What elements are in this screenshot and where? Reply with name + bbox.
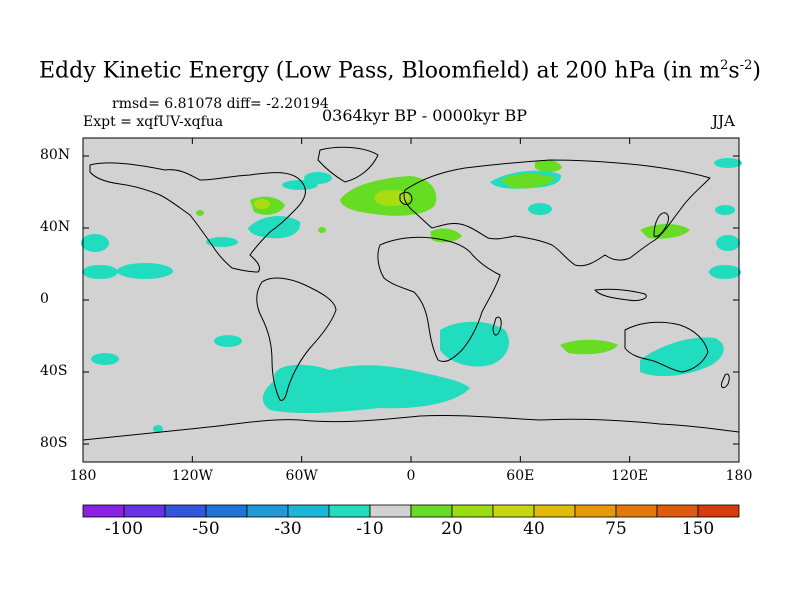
coastline-greenland: [317, 146, 379, 183]
period-label: 0364kyr BP - 0000kyr BP: [322, 106, 527, 125]
coastline-eurasia: [403, 159, 711, 267]
colorbar-box: [451, 504, 494, 518]
colorbar-box: [615, 504, 658, 518]
colorbar-label: -50: [192, 519, 220, 539]
negative-anomaly-regions: [81, 158, 742, 433]
colorbar-box: [82, 504, 125, 518]
colorbar-label: 150: [681, 519, 715, 539]
lon-label: 120E: [611, 468, 649, 484]
colorbar-box: [369, 504, 412, 518]
lon-label: 60E: [506, 468, 535, 484]
colorbar-box: [697, 504, 740, 518]
colorbar-label: 20: [441, 519, 463, 539]
colorbar-label: 75: [605, 519, 627, 539]
lon-label: 60W: [285, 468, 318, 484]
lon-label: 120W: [171, 468, 213, 484]
title-exponent-1: 2: [720, 58, 729, 73]
map-title: Eddy Kinetic Energy (Low Pass, Bloomfiel…: [0, 58, 800, 83]
colorbar-box: [328, 504, 371, 518]
coastline-new-zealand: [721, 373, 730, 389]
lon-label: 180: [725, 468, 753, 484]
title-close: ): [752, 58, 761, 84]
coastline-madagascar: [492, 316, 502, 336]
colorbar-label: -10: [356, 519, 384, 539]
colorbar-box: [410, 504, 453, 518]
lat-label: 80S: [40, 435, 68, 451]
coastline-uk: [399, 191, 413, 205]
colorbar-box: [574, 504, 617, 518]
experiment-label: Expt = xqfUV-xqfua: [83, 114, 224, 130]
coastline-africa: [377, 236, 501, 363]
coastline-indonesia: [594, 288, 647, 301]
coastline-north-america: [89, 162, 306, 273]
colorbar-box: [123, 504, 166, 518]
colorbar-label: -100: [104, 519, 144, 539]
colorbar-box: [164, 504, 207, 518]
title-text: Eddy Kinetic Energy (Low Pass, Bloomfiel…: [39, 58, 721, 84]
colorbar-label: 40: [523, 519, 545, 539]
coastline-south-america: [256, 277, 337, 401]
axis-ticks: [82, 138, 740, 462]
colorbar-label: -30: [274, 519, 302, 539]
coastline-australia: [624, 321, 709, 373]
coastline-japan: [653, 212, 669, 237]
lat-label: 0: [40, 291, 49, 307]
colorbar-box: [246, 504, 289, 518]
lat-label: 40N: [40, 219, 71, 235]
lat-label: 40S: [40, 363, 68, 379]
title-exponent-2: -2: [739, 58, 753, 73]
colorbar-box: [492, 504, 535, 518]
lon-label: 180: [69, 468, 97, 484]
colorbar-box: [656, 504, 699, 518]
coastline-antarctica: [82, 414, 740, 441]
lat-label: 80N: [40, 147, 71, 163]
colorbar-box: [287, 504, 330, 518]
colorbar: [82, 504, 740, 518]
colorbar-box: [205, 504, 248, 518]
title-unit-s: s: [728, 58, 740, 84]
stats-text: rmsd= 6.81078 diff= -2.20194: [112, 96, 329, 112]
coastlines: [82, 146, 740, 441]
season-label: JJA: [712, 112, 735, 130]
lon-label: 0: [406, 468, 416, 484]
colorbar-box: [533, 504, 576, 518]
